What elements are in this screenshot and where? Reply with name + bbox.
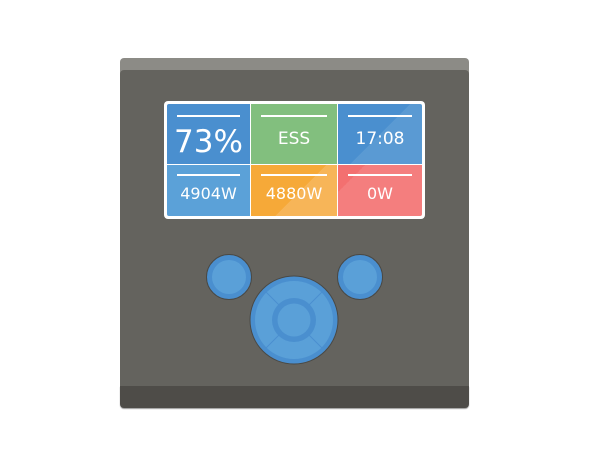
device-screen: 73% ESS 17:08 4904W 4880W 0W bbox=[164, 101, 425, 219]
tile-value: ESS bbox=[277, 129, 311, 149]
device-bottom-edge bbox=[120, 386, 469, 408]
tile-ac-loads: 4880W bbox=[251, 165, 337, 216]
tile-value: 4904W bbox=[180, 184, 237, 203]
tile-ac-input: 4904W bbox=[167, 165, 250, 216]
tile-clock: 17:08 bbox=[338, 104, 422, 164]
tile-value: 0W bbox=[367, 184, 393, 203]
tile-value: 17:08 bbox=[355, 129, 405, 149]
left-button[interactable] bbox=[206, 254, 252, 300]
center-enter-button[interactable] bbox=[272, 298, 316, 342]
tile-value: 4880W bbox=[265, 184, 323, 203]
tile-dc-power: 0W bbox=[338, 165, 422, 216]
right-button[interactable] bbox=[337, 254, 383, 300]
tile-value: 73% bbox=[174, 124, 243, 160]
tile-battery-soc: 73% bbox=[167, 104, 250, 164]
tile-mode: ESS bbox=[251, 104, 337, 164]
